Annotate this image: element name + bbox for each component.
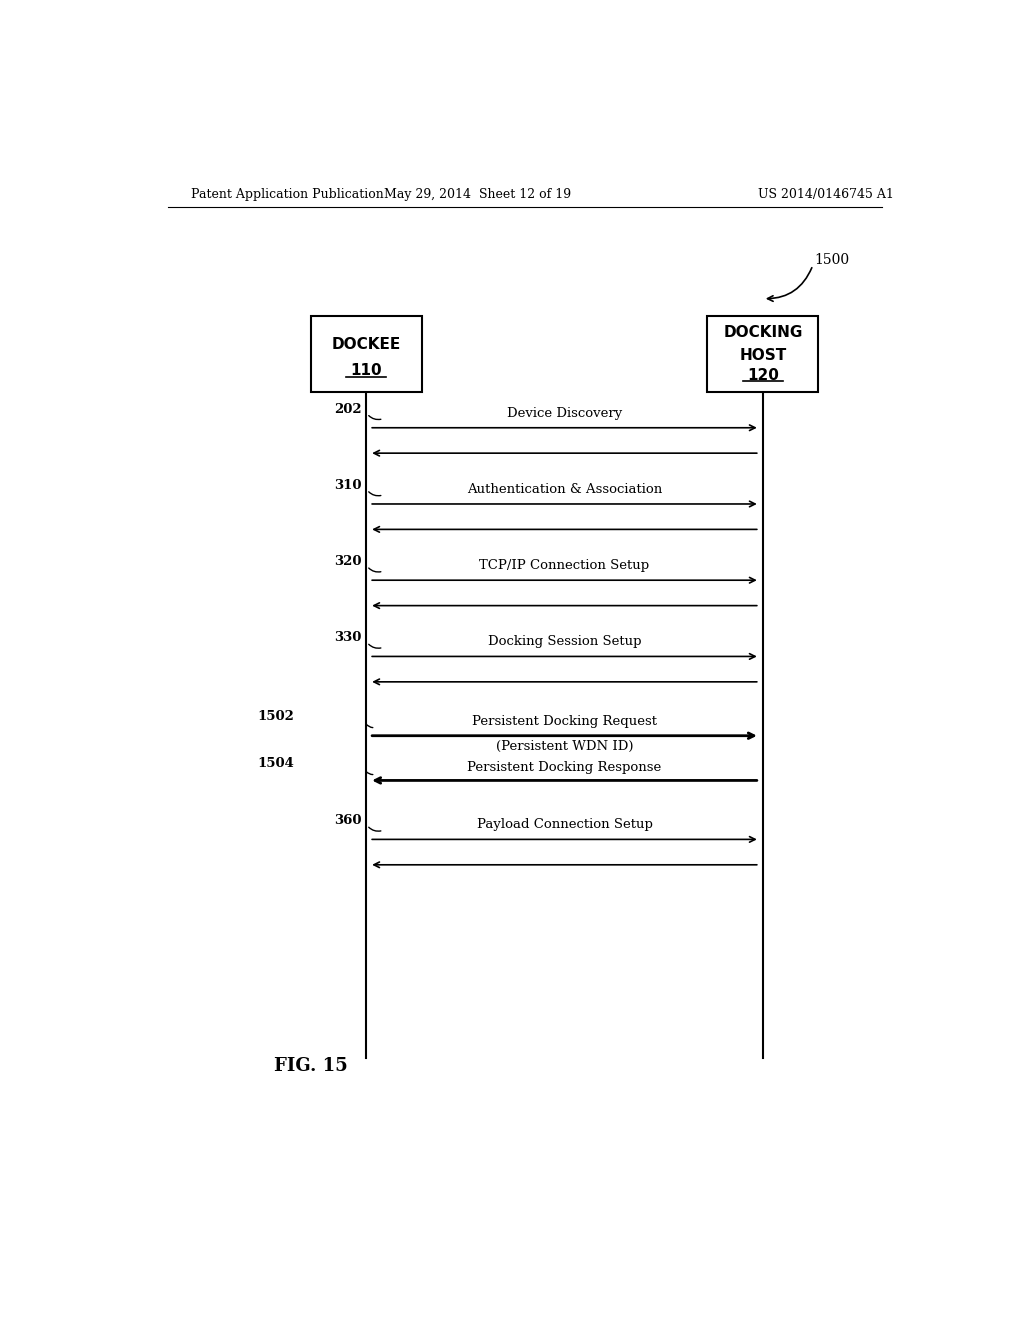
Text: 202: 202 xyxy=(334,403,361,416)
Text: 110: 110 xyxy=(350,363,382,379)
Text: May 29, 2014  Sheet 12 of 19: May 29, 2014 Sheet 12 of 19 xyxy=(384,189,570,202)
Text: (Persistent WDN ID): (Persistent WDN ID) xyxy=(496,741,633,752)
Text: HOST: HOST xyxy=(739,348,786,363)
Text: TCP/IP Connection Setup: TCP/IP Connection Setup xyxy=(479,560,649,572)
Text: Device Discovery: Device Discovery xyxy=(507,407,623,420)
Text: Persistent Docking Response: Persistent Docking Response xyxy=(467,762,662,775)
Text: 120: 120 xyxy=(746,368,779,383)
FancyBboxPatch shape xyxy=(708,315,818,392)
Text: 320: 320 xyxy=(334,554,361,568)
Text: 1504: 1504 xyxy=(258,758,295,771)
Text: FIG. 15: FIG. 15 xyxy=(273,1057,347,1074)
Text: 1500: 1500 xyxy=(814,253,850,267)
Text: Persistent Docking Request: Persistent Docking Request xyxy=(472,714,657,727)
Text: 360: 360 xyxy=(334,814,361,828)
Text: Authentication & Association: Authentication & Association xyxy=(467,483,663,496)
Text: 1502: 1502 xyxy=(258,710,295,722)
Text: DOCKEE: DOCKEE xyxy=(332,338,400,352)
FancyBboxPatch shape xyxy=(310,315,422,392)
Text: 310: 310 xyxy=(334,479,361,492)
Text: Docking Session Setup: Docking Session Setup xyxy=(487,635,641,648)
Text: 330: 330 xyxy=(334,631,361,644)
Text: DOCKING: DOCKING xyxy=(723,325,803,341)
Text: Payload Connection Setup: Payload Connection Setup xyxy=(476,818,652,832)
Text: US 2014/0146745 A1: US 2014/0146745 A1 xyxy=(759,189,894,202)
Text: Patent Application Publication: Patent Application Publication xyxy=(191,189,384,202)
